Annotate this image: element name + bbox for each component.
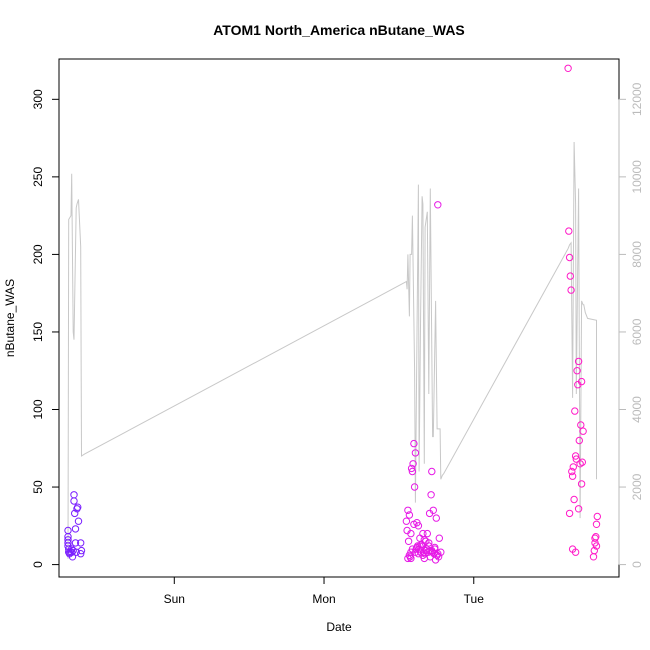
y-right-tick-label: 0: [630, 561, 644, 568]
data-point: [432, 514, 440, 522]
x-tick-label: Sun: [164, 592, 185, 606]
data-point: [434, 201, 442, 209]
data-point: [407, 529, 415, 538]
line-series-path: [67, 141, 597, 559]
data-point: [577, 377, 586, 386]
line-series: [67, 141, 597, 559]
y-tick-label: 150: [31, 322, 45, 342]
y-right-tick-label: 2000: [630, 473, 644, 500]
data-point: [577, 480, 586, 488]
y-axis-label: nButane_WAS: [3, 279, 17, 357]
y-right-tick-label: 6000: [630, 318, 644, 345]
data-point: [572, 455, 580, 463]
data-point: [420, 536, 428, 544]
data-point: [569, 463, 577, 471]
y-tick-label: 250: [31, 167, 45, 187]
x-axis: Sun Mon Tue: [164, 576, 485, 606]
data-point: [70, 497, 78, 505]
data-point: [570, 495, 578, 504]
data-point: [70, 491, 78, 499]
data-point: [578, 458, 586, 466]
data-point: [590, 546, 598, 555]
data-point: [77, 546, 86, 555]
data-point: [573, 367, 581, 375]
data-point: [68, 548, 76, 556]
data-point: [414, 550, 423, 558]
data-point: [409, 460, 417, 468]
data-point: [589, 553, 598, 561]
data-point: [571, 548, 580, 556]
data-point: [565, 227, 573, 235]
x-axis-label: Date: [326, 620, 352, 634]
data-point: [564, 64, 572, 73]
data-point: [423, 529, 431, 538]
data-point: [426, 546, 434, 555]
y-axis-right: 0 2000 4000 6000 8000 10000 12000: [618, 82, 644, 568]
point-series: [64, 64, 601, 564]
data-point: [410, 520, 418, 528]
data-point: [404, 506, 412, 514]
data-point: [568, 467, 576, 476]
data-point: [410, 439, 418, 448]
data-point: [416, 534, 424, 542]
x-tick-label: Tue: [464, 592, 485, 606]
data-point: [591, 534, 599, 542]
data-point: [579, 427, 587, 435]
data-point: [71, 539, 80, 547]
data-point: [571, 452, 580, 460]
data-point: [565, 253, 574, 262]
data-point: [434, 550, 442, 558]
x-tick-label: Mon: [312, 592, 335, 606]
data-point: [429, 506, 437, 514]
data-point: [404, 537, 413, 545]
data-point: [568, 472, 577, 480]
y-tick-label: 300: [31, 89, 45, 109]
data-point: [574, 505, 583, 513]
data-point: [435, 534, 443, 542]
data-point: [72, 548, 80, 556]
data-point: [71, 509, 79, 518]
y-right-tick-label: 10000: [630, 160, 644, 194]
data-point: [407, 464, 416, 473]
data-point: [405, 511, 414, 519]
data-point: [71, 525, 80, 533]
data-point: [565, 509, 574, 518]
data-point: [575, 436, 583, 445]
data-point: [416, 542, 424, 550]
data-point: [410, 483, 419, 491]
data-point: [576, 460, 584, 468]
y-axis-left: 0 50 100 150 200 250 300: [31, 89, 60, 568]
data-point: [592, 542, 601, 550]
data-point: [593, 512, 601, 521]
data-point: [567, 286, 575, 294]
y-tick-label: 50: [31, 480, 45, 494]
y-right-tick-label: 12000: [630, 82, 644, 116]
y-tick-label: 0: [31, 561, 45, 568]
data-point: [402, 517, 411, 525]
chart-title: ATOM1 North_America nButane_WAS: [213, 22, 465, 38]
data-point: [428, 467, 436, 476]
data-point: [427, 491, 435, 499]
data-point: [592, 520, 601, 528]
data-point: [574, 357, 583, 366]
data-point: [74, 517, 83, 525]
data-point: [407, 554, 415, 563]
y-right-tick-label: 4000: [630, 396, 644, 423]
data-point: [77, 550, 85, 558]
data-point: [77, 539, 85, 547]
data-point: [414, 522, 423, 530]
data-point: [571, 407, 579, 415]
y-right-tick-label: 8000: [630, 241, 644, 268]
y-tick-label: 200: [31, 244, 45, 264]
data-point: [566, 272, 574, 280]
y-tick-label: 100: [31, 399, 45, 419]
data-point: [434, 553, 443, 561]
data-point: [74, 503, 82, 511]
data-point: [411, 449, 420, 457]
data-point: [408, 467, 417, 476]
data-point: [577, 421, 585, 429]
